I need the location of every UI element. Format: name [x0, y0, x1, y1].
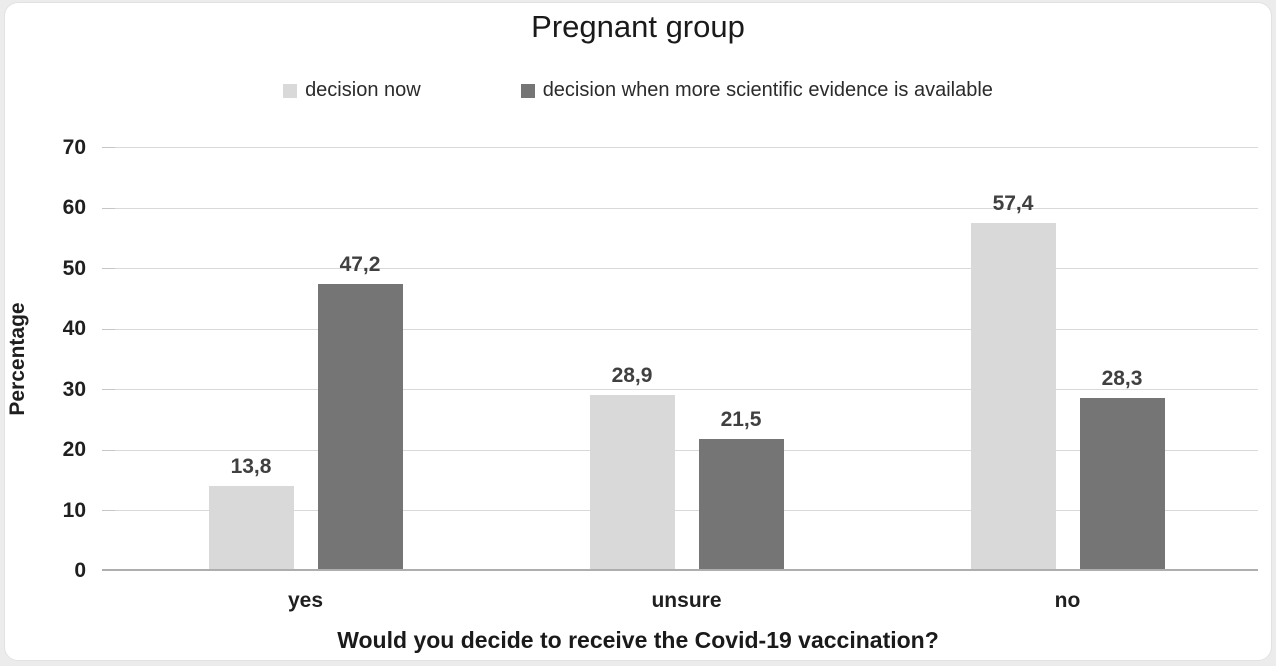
y-tick-mark — [102, 268, 115, 270]
y-tick-mark — [102, 389, 115, 391]
legend-label: decision now — [305, 79, 421, 101]
bar-slot: 13,8 — [208, 147, 294, 569]
bar-slot: 21,5 — [698, 147, 784, 569]
y-tick-label: 0 — [74, 559, 86, 582]
bar-decision-now-unsure[interactable] — [589, 394, 675, 569]
legend-swatch-light — [283, 83, 298, 98]
y-tick-mark — [102, 207, 115, 209]
y-tick-mark — [102, 147, 115, 148]
bar-decision-now-yes[interactable] — [208, 485, 294, 569]
y-tick-label: 50 — [62, 257, 86, 280]
legend: decision now decision when more scientif… — [0, 79, 1276, 102]
y-tick-mark — [102, 328, 115, 330]
y-tick-label: 60 — [62, 196, 86, 219]
x-axis-title: Would you decide to receive the Covid-19… — [337, 627, 939, 653]
x-axis-tick-labels: yes unsure no — [115, 589, 1258, 613]
y-axis-title: Percentage — [6, 302, 29, 416]
legend-swatch-dark — [520, 83, 535, 98]
legend-label: decision when more scientific evidence i… — [542, 79, 993, 101]
bar-slot: 47,2 — [317, 147, 403, 569]
gridline-30 — [115, 389, 1258, 391]
x-tick-label-yes: yes — [287, 589, 324, 612]
bar-slot: 57,4 — [970, 147, 1056, 569]
x-tick-label-unsure: unsure — [651, 589, 722, 612]
y-tick-mark — [102, 510, 115, 512]
bar-decision-now-no[interactable] — [970, 222, 1056, 569]
gridline-60 — [115, 207, 1258, 209]
x-tick-label-no: no — [1054, 589, 1081, 612]
bar-value-label: 21,5 — [720, 408, 762, 432]
y-tick-mark — [102, 569, 115, 571]
gridline-50 — [115, 268, 1258, 270]
bar-decision-later-unsure[interactable] — [698, 439, 784, 569]
bars-region: 13,8 47,2 28,9 21,5 — [115, 147, 1258, 569]
legend-item-decision-now[interactable]: decision now — [283, 79, 421, 102]
category-group-unsure: 28,9 21,5 — [496, 147, 877, 569]
legend-item-decision-later[interactable]: decision when more scientific evidence i… — [520, 79, 993, 102]
category-group-yes: 13,8 47,2 — [115, 147, 496, 569]
gridline-10 — [115, 510, 1258, 512]
bar-decision-later-no[interactable] — [1079, 398, 1165, 569]
y-tick-mark — [102, 449, 115, 451]
gridline-70 — [115, 147, 1258, 148]
y-tick-label: 10 — [62, 499, 86, 522]
gridline-20 — [115, 449, 1258, 451]
bar-value-label: 47,2 — [339, 253, 381, 277]
category-group-no: 57,4 28,3 — [877, 147, 1258, 569]
bar-value-label: 28,3 — [1101, 367, 1143, 391]
gridline-40 — [115, 328, 1258, 330]
y-tick-label: 70 — [62, 136, 86, 159]
bar-value-label: 28,9 — [611, 363, 653, 387]
bar-value-label: 13,8 — [230, 454, 272, 478]
y-axis-tick-labels: 70 60 50 40 30 20 10 0 — [30, 137, 86, 581]
chart-title: Pregnant group — [531, 9, 745, 44]
y-tick-label: 20 — [62, 438, 86, 461]
y-tick-label: 30 — [62, 378, 86, 401]
bar-value-label: 57,4 — [992, 191, 1034, 215]
bar-decision-later-yes[interactable] — [317, 284, 403, 569]
bar-slot: 28,3 — [1079, 147, 1165, 569]
y-tick-label: 40 — [62, 317, 86, 340]
bar-slot: 28,9 — [589, 147, 675, 569]
plot-area: 13,8 47,2 28,9 21,5 — [102, 147, 1258, 571]
